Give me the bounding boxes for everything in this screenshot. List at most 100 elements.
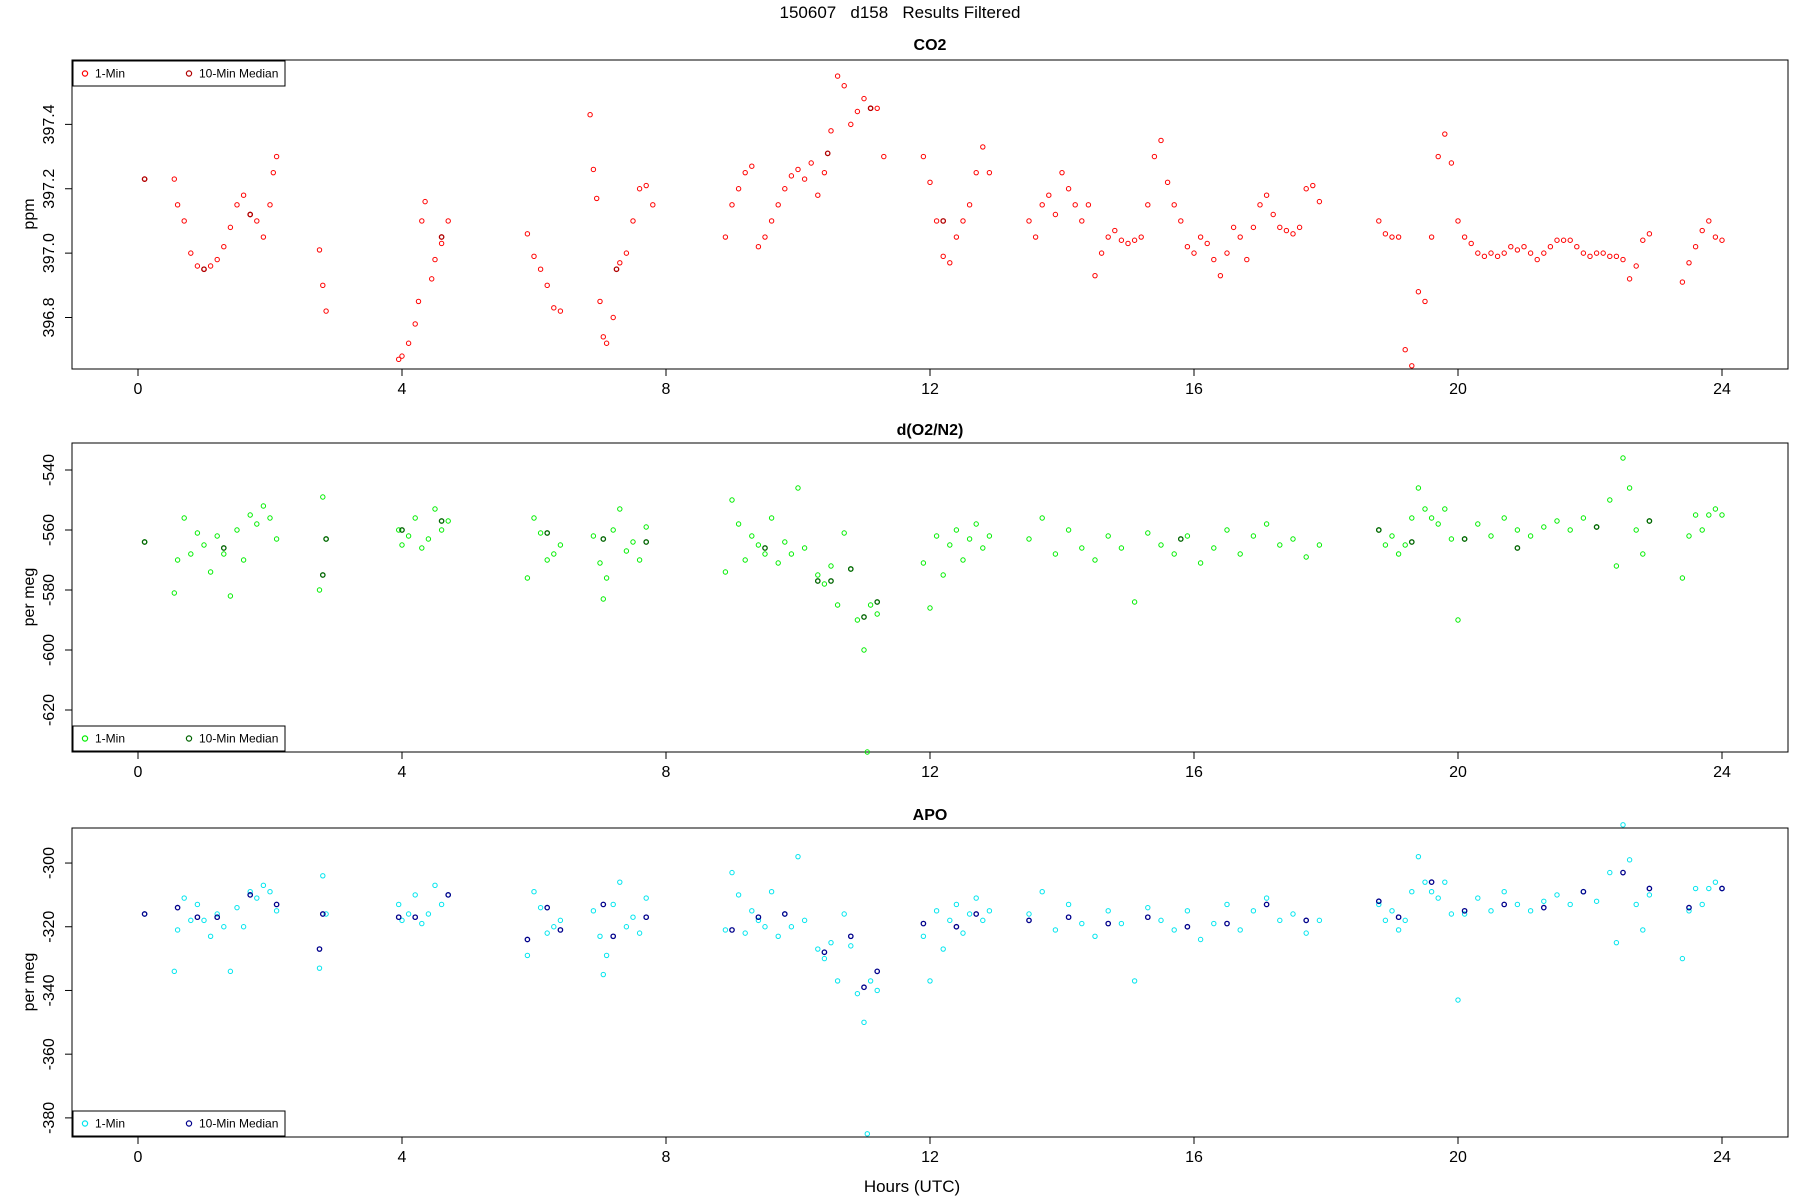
- point-1min-co2-170: [1620, 256, 1626, 263]
- point-median-o2n2-7: [600, 536, 607, 542]
- point-1min-co2-65: [808, 160, 814, 166]
- point-1min-co2-69: [834, 73, 841, 79]
- point-1min-apo-67: [864, 1131, 870, 1137]
- point-1min-apo-23: [405, 911, 412, 917]
- y-tick-label: -320: [41, 911, 58, 943]
- point-1min-o2n2-132: [1633, 527, 1639, 533]
- point-1min-co2-12: [240, 192, 247, 198]
- point-1min-co2-66: [815, 192, 821, 198]
- point-1min-apo-101: [1290, 911, 1296, 917]
- point-1min-co2-168: [1607, 253, 1613, 260]
- y-tick-label: -620: [41, 694, 58, 726]
- point-1min-co2-20: [320, 282, 326, 289]
- point-median-apo-32: [1224, 920, 1230, 927]
- point-1min-apo-5: [194, 901, 201, 908]
- point-median-co2-4: [613, 266, 620, 273]
- point-1min-o2n2-23: [405, 533, 412, 539]
- point-1min-apo-47: [729, 869, 735, 876]
- point-1min-apo-133: [1640, 927, 1646, 933]
- point-1min-o2n2-131: [1626, 485, 1633, 491]
- page-title: 150607 d158 Results Filtered: [780, 3, 1021, 22]
- point-1min-co2-90: [1039, 202, 1045, 208]
- point-1min-o2n2-42: [623, 548, 630, 554]
- point-1min-apo-136: [1686, 908, 1692, 914]
- point-1min-apo-103: [1316, 917, 1323, 924]
- point-1min-co2-154: [1514, 247, 1521, 253]
- point-1min-co2-141: [1428, 234, 1435, 240]
- point-1min-co2-71: [848, 121, 854, 128]
- point-1min-co2-43: [600, 334, 606, 340]
- point-1min-co2-119: [1230, 224, 1237, 231]
- point-median-apo-12: [544, 904, 551, 911]
- point-1min-o2n2-33: [544, 557, 550, 563]
- point-1min-o2n2-49: [742, 557, 748, 563]
- point-1min-o2n2-5: [194, 530, 201, 536]
- point-1min-co2-81: [947, 260, 953, 266]
- x-tick-label: 0: [134, 381, 143, 398]
- point-1min-co2-32: [445, 218, 451, 224]
- point-1min-co2-174: [1646, 231, 1653, 237]
- point-1min-o2n2-128: [1607, 497, 1613, 503]
- point-1min-co2-78: [927, 179, 933, 186]
- point-1min-o2n2-36: [590, 533, 597, 539]
- co2-plot-frame: [71, 59, 1789, 370]
- x-tick-label: 12: [921, 1149, 939, 1166]
- point-1min-co2-80: [940, 253, 946, 260]
- point-1min-co2-167: [1600, 250, 1606, 256]
- point-1min-apo-113: [1435, 895, 1441, 901]
- point-1min-apo-60: [821, 955, 828, 962]
- point-median-apo-37: [1428, 879, 1435, 886]
- point-1min-apo-14: [254, 895, 260, 901]
- point-median-apo-31: [1184, 923, 1191, 930]
- point-median-o2n2-2: [319, 572, 326, 578]
- point-1min-apo-112: [1428, 889, 1435, 895]
- point-1min-co2-48: [630, 218, 636, 224]
- point-median-apo-5: [273, 901, 280, 908]
- point-1min-o2n2-43: [630, 539, 636, 545]
- point-1min-apo-70: [920, 933, 927, 940]
- point-median-apo-11: [524, 936, 531, 943]
- point-1min-apo-48: [735, 892, 742, 898]
- point-1min-o2n2-130: [1620, 455, 1626, 461]
- o2n2-panel: d(O2/N2) per meg 0 4 8 12 16 20 24 -620 -600 -580…: [21, 422, 1789, 781]
- point-1min-co2-55: [742, 169, 748, 176]
- point-1min-co2-85: [973, 169, 979, 176]
- point-1min-co2-10: [227, 224, 234, 231]
- point-1min-o2n2-129: [1613, 563, 1620, 569]
- point-1min-co2-4: [188, 250, 194, 256]
- point-1min-apo-75: [953, 901, 960, 908]
- x-axis-label: Hours (UTC): [864, 1177, 960, 1196]
- point-1min-o2n2-60: [821, 581, 828, 587]
- point-1min-apo-4: [188, 917, 194, 924]
- point-1min-apo-89: [1131, 978, 1138, 984]
- point-1min-co2-136: [1395, 234, 1402, 240]
- point-1min-apo-21: [396, 901, 402, 908]
- point-1min-apo-140: [1712, 879, 1719, 885]
- point-1min-co2-166: [1593, 250, 1600, 256]
- point-1min-apo-35: [557, 917, 564, 924]
- point-median-co2-3: [438, 234, 445, 240]
- point-1min-apo-62: [834, 978, 841, 984]
- point-median-apo-44: [1686, 904, 1692, 911]
- point-median-apo-27: [1026, 917, 1032, 924]
- y-tick-label: -540: [41, 454, 58, 486]
- point-1min-co2-34: [531, 253, 537, 260]
- point-median-apo-7: [319, 911, 326, 917]
- point-median-apo-15: [610, 933, 617, 940]
- point-1min-co2-153: [1508, 243, 1514, 250]
- point-1min-co2-134: [1382, 231, 1389, 237]
- point-1min-apo-107: [1395, 927, 1402, 933]
- point-1min-co2-112: [1184, 243, 1191, 250]
- point-1min-o2n2-124: [1554, 518, 1560, 524]
- point-1min-o2n2-75: [953, 527, 960, 533]
- point-1min-co2-114: [1197, 234, 1204, 240]
- point-median-co2-6: [867, 105, 874, 112]
- point-1min-co2-105: [1138, 234, 1144, 240]
- co2-points: [141, 73, 1725, 369]
- point-1min-apo-138: [1699, 901, 1705, 908]
- point-1min-apo-22: [399, 917, 405, 924]
- point-1min-co2-181: [1719, 237, 1725, 243]
- point-median-apo-40: [1540, 904, 1547, 911]
- point-1min-o2n2-102: [1303, 554, 1309, 560]
